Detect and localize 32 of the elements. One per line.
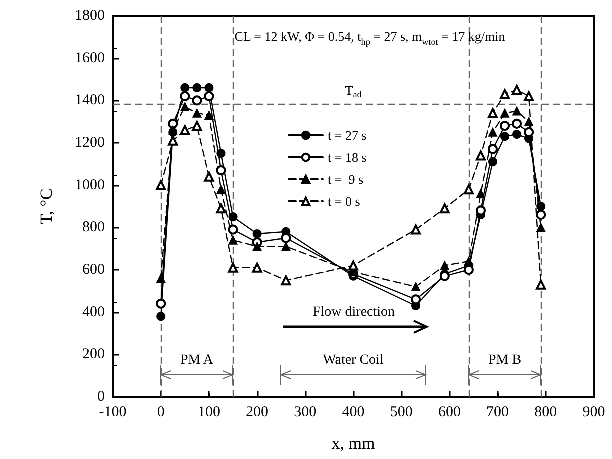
annotation: Water Coil <box>323 353 384 369</box>
y-tick-label: 800 <box>82 220 105 236</box>
y-tick-label: 200 <box>82 346 105 363</box>
y-tick-label: 1000 <box>75 177 105 194</box>
x-tick-label: -100 <box>99 404 127 420</box>
annotation: PM B <box>488 353 522 369</box>
y-tick-label: 1200 <box>75 135 105 151</box>
y-tick-label: 0 <box>98 389 105 405</box>
y-tick-label: 1800 <box>75 8 105 24</box>
x-tick-label: 500 <box>390 404 413 420</box>
y-tick-label: 1400 <box>75 92 105 109</box>
legend-label: t = 0 s <box>328 194 360 209</box>
y-axis-title: T, °C <box>37 188 56 224</box>
x-tick-label: 0 <box>157 404 165 420</box>
x-axis-title: x, mm <box>332 434 376 453</box>
x-tick-label: 800 <box>534 404 558 420</box>
x-tick-label: 600 <box>438 404 461 420</box>
y-tick-label: 600 <box>82 262 105 278</box>
annotation: Flow direction <box>312 305 396 321</box>
x-tick-label: 200 <box>246 404 269 420</box>
x-tick-label: 300 <box>294 404 317 420</box>
legend-label: t = 9 s <box>328 172 364 187</box>
x-tick-label: 100 <box>198 404 220 420</box>
x-tick-label: 700 <box>486 404 510 420</box>
y-tick-label: 1600 <box>75 50 105 66</box>
annotation: PM A <box>180 353 214 369</box>
y-tick-label: 400 <box>82 304 105 320</box>
annotation: CL = 12 kW, Φ = 0.54, t$_{hp}$ = 27 s, m$_{wtot}$ = 17 kg/min <box>234 29 506 47</box>
legend-label: t = 18 s <box>328 150 367 165</box>
x-tick-label: 900 <box>582 404 606 420</box>
x-tick-label: 400 <box>342 404 365 420</box>
legend-label: t = 27 s <box>328 128 367 143</box>
